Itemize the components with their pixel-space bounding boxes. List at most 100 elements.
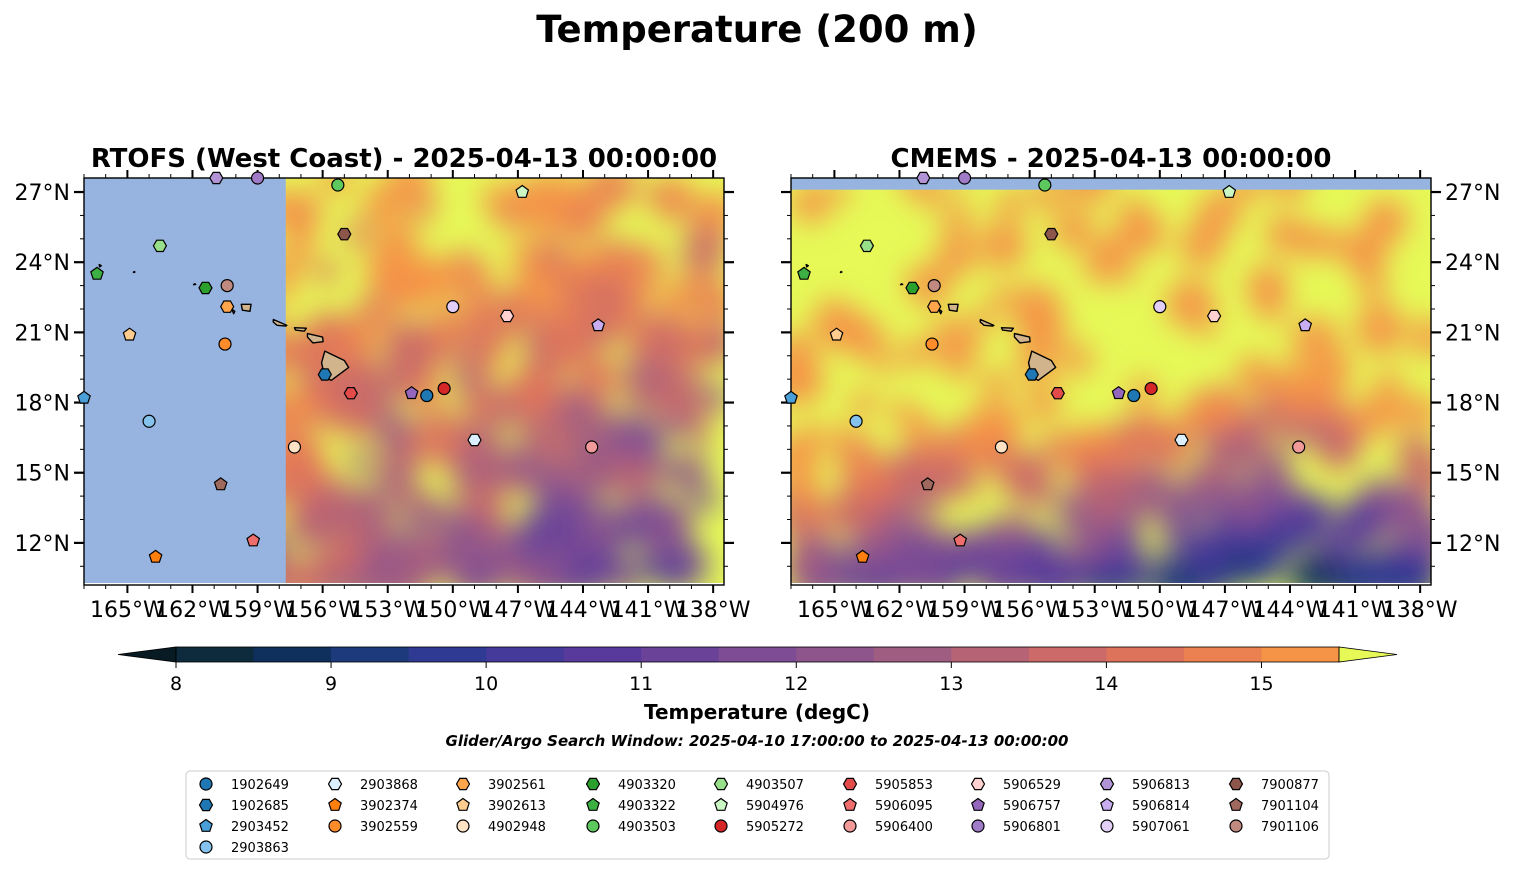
- temperature-cell: [681, 227, 724, 274]
- temperature-cell: [397, 254, 448, 306]
- temperature-cell: [1410, 317, 1431, 358]
- colorbar-tick-label: 11: [629, 673, 653, 695]
- legend-marker-2903863: [199, 840, 213, 854]
- float-marker-4903503: [1038, 178, 1052, 192]
- legend-label: 1902649: [231, 778, 289, 793]
- legend-label: 5906529: [1003, 778, 1061, 793]
- legend-marker-5906529: [970, 777, 986, 791]
- y-tick-label: 24°N: [1445, 251, 1500, 276]
- float-marker-5906814: [591, 318, 606, 332]
- temperature-cell: [386, 558, 418, 585]
- y-tick-label: 12°N: [15, 532, 70, 557]
- island: [1013, 332, 1031, 344]
- float-marker-1902649: [1127, 388, 1141, 403]
- colorbar-bin: [1028, 647, 1107, 662]
- temperature-cell: [558, 195, 604, 242]
- temperature-cell: [1354, 304, 1406, 355]
- temperature-cell: [344, 219, 372, 248]
- temperature-cell: [973, 305, 998, 331]
- temperature-cell: [654, 386, 687, 419]
- temperature-cell: [917, 488, 941, 512]
- search-window-text: Glider/Argo Search Window: 2025-04-10 17…: [446, 732, 1069, 750]
- legend-marker-5906813: [1099, 777, 1115, 791]
- panel-title-cmems: CMEMS - 2025-04-13 00:00:00: [891, 144, 1332, 174]
- temperature-cell: [1273, 362, 1317, 405]
- legend-label: 5904976: [746, 799, 804, 814]
- float-marker-4903322: [90, 266, 104, 280]
- legend-marker-3902374: [328, 797, 342, 811]
- colorbar-bin: [796, 647, 875, 662]
- temperature-cell: [1278, 417, 1308, 447]
- legend-label: 3902613: [488, 799, 546, 814]
- temperature-cell: [1361, 281, 1385, 305]
- temperature-cell: [295, 205, 315, 225]
- colorbar-frame: [175, 646, 1340, 663]
- temperature-cell: [1363, 198, 1409, 244]
- temperature-cell: [557, 270, 600, 313]
- temperature-cell: [573, 451, 612, 490]
- float-marker-3902374: [855, 549, 870, 563]
- colorbar-bin: [176, 647, 255, 662]
- y-tick-label: 18°N: [1445, 392, 1500, 417]
- float-marker-1902649: [420, 388, 434, 403]
- legend-marker-7901106: [1229, 819, 1243, 833]
- temperature-cell: [570, 182, 591, 202]
- plot-frame-cmems: [790, 177, 1432, 586]
- colorbar-tick-label: 8: [170, 673, 182, 695]
- legend-marker-4903507: [713, 777, 729, 791]
- temperature-cell: [670, 180, 695, 206]
- legend-label: 5907061: [1132, 820, 1190, 835]
- legend-label: 2903863: [231, 841, 289, 856]
- temperature-cell: [460, 557, 500, 585]
- temperature-cell: [1408, 455, 1431, 497]
- temperature-cell: [1219, 475, 1265, 521]
- temperature-cell: [605, 562, 633, 585]
- float-marker-4902948: [994, 440, 1009, 454]
- x-tick-label: 141°W: [1318, 598, 1393, 623]
- y-tick-label: 27°N: [1445, 181, 1500, 206]
- temperature-cell: [979, 220, 1028, 270]
- float-marker-5905272: [1144, 381, 1158, 396]
- temperature-cell: [506, 366, 558, 419]
- temperature-cell: [632, 494, 672, 534]
- float-marker-4902948: [287, 440, 302, 454]
- legend-marker-3902559: [328, 819, 342, 833]
- temperature-cell: [1017, 557, 1059, 585]
- island: [805, 263, 810, 268]
- temperature-cell: [580, 512, 619, 550]
- temperature-cell: [791, 182, 832, 224]
- float-marker-5906757: [1111, 385, 1126, 400]
- temperature-cell: [496, 206, 522, 232]
- temperature-cell: [1398, 497, 1431, 537]
- legend-marker-5906801: [971, 819, 985, 833]
- field-edge: [84, 583, 724, 585]
- temperature-cell: [1293, 555, 1337, 585]
- legend-label: 2903452: [231, 820, 289, 835]
- float-marker-5906095: [246, 533, 261, 547]
- float-marker-2903863: [849, 414, 863, 428]
- colorbar-extend-low: [117, 646, 177, 663]
- island: [899, 283, 904, 286]
- temperature-cell: [594, 278, 627, 311]
- float-marker-5906529: [1206, 309, 1222, 323]
- y-tick-label: 12°N: [1445, 532, 1500, 557]
- legend-label: 5906801: [1003, 820, 1061, 835]
- colorbar-bin: [718, 647, 797, 662]
- island: [979, 318, 995, 327]
- float-marker-5906814: [1298, 318, 1313, 332]
- temperature-cell: [989, 284, 1014, 308]
- temperature-cell: [1216, 426, 1244, 454]
- temperature-cell: [791, 457, 819, 499]
- colorbar-bin: [331, 647, 410, 662]
- float-marker-3902374: [148, 549, 163, 563]
- temperature-cell: [1246, 264, 1290, 308]
- field-cmems: [791, 178, 1431, 585]
- float-marker-5906400: [585, 440, 599, 454]
- temperature-cell: [1179, 222, 1225, 269]
- x-tick-label: 138°W: [1383, 598, 1458, 623]
- temperature-cell: [1292, 517, 1319, 544]
- float-marker-5907061: [1153, 300, 1167, 314]
- legend-marker-2903452: [199, 818, 213, 832]
- x-tick-label: 165°W: [797, 598, 872, 623]
- temperature-cell: [378, 440, 418, 480]
